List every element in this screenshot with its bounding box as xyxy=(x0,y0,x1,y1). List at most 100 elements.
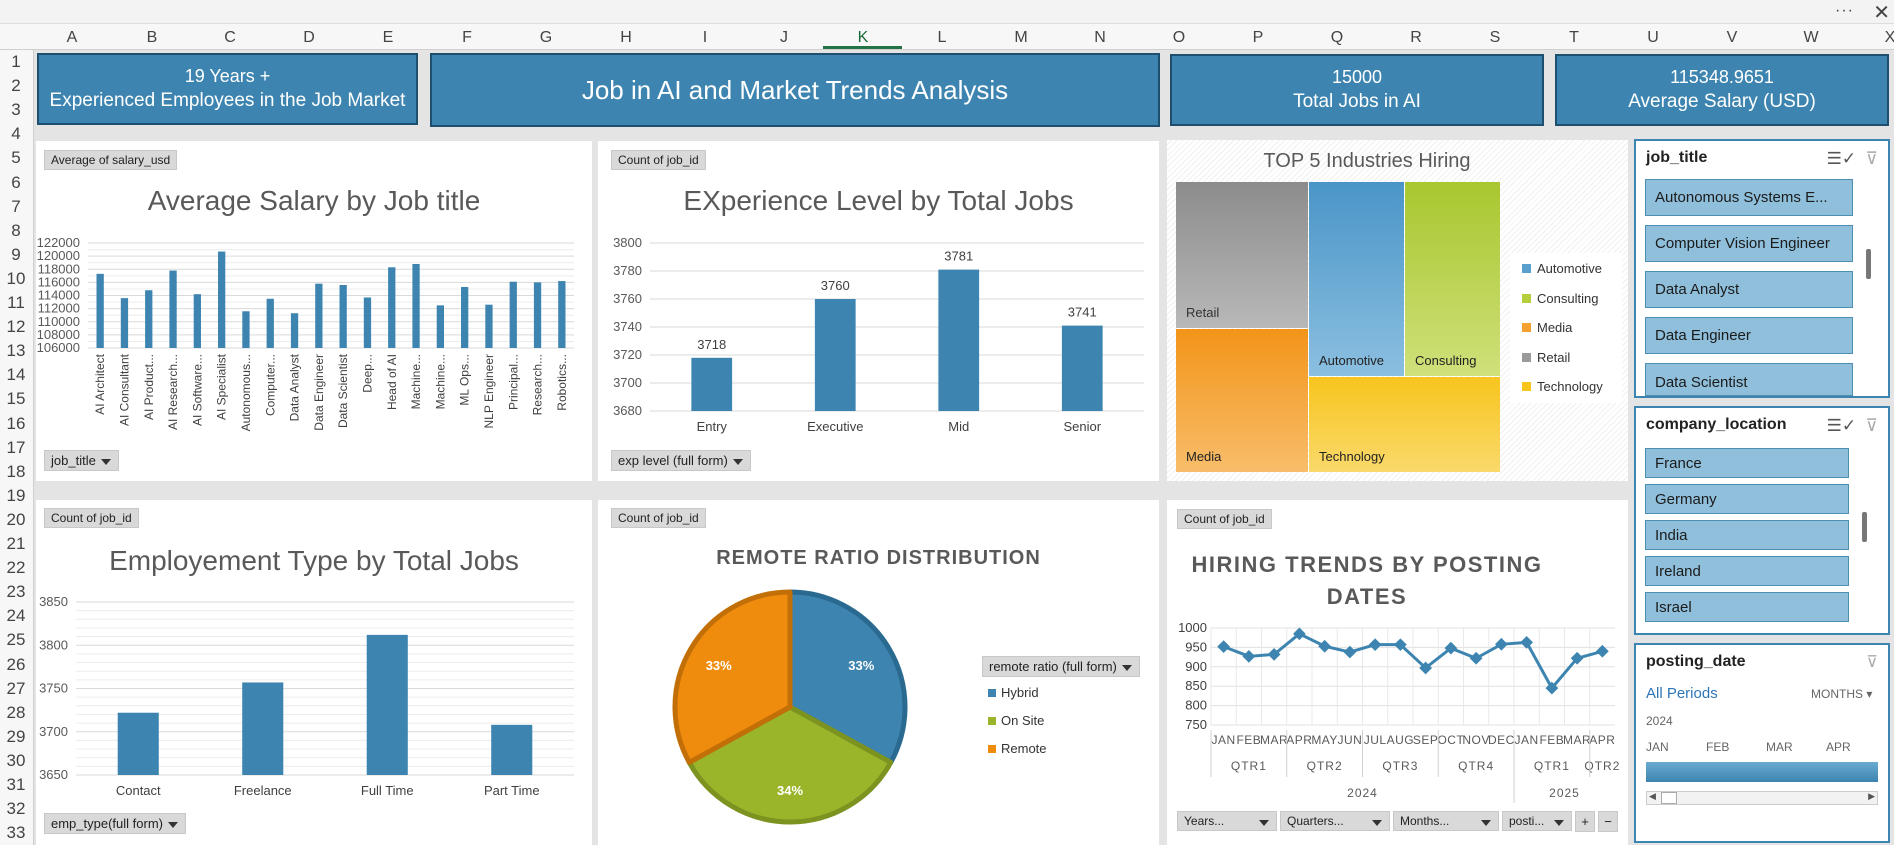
row-header-22[interactable]: 22 xyxy=(6,558,26,578)
months-button[interactable]: Months... xyxy=(1393,811,1499,831)
treemap-tile-retail[interactable]: Retail xyxy=(1176,182,1308,328)
slicer-item-location[interactable]: Ireland xyxy=(1645,556,1849,586)
slicer-item-job-title[interactable]: Data Scientist xyxy=(1645,363,1853,396)
column-header-g[interactable]: G xyxy=(539,29,553,46)
scroll-thumb[interactable] xyxy=(1661,792,1677,804)
column-header-b[interactable]: B xyxy=(146,29,158,46)
column-header-n[interactable]: N xyxy=(1094,29,1106,46)
column-header-t[interactable]: T xyxy=(1569,29,1579,46)
clear-filter-icon[interactable]: ⊽ xyxy=(1865,149,1878,168)
experience-field-button[interactable]: Count of job_id xyxy=(611,150,706,170)
quarters-button[interactable]: Quarters... xyxy=(1280,811,1390,831)
row-header-3[interactable]: 3 xyxy=(11,100,21,120)
scroll-left-icon[interactable]: ◀ xyxy=(1649,791,1656,801)
column-header-q[interactable]: Q xyxy=(1330,29,1344,46)
slicer-item-job-title[interactable]: Data Analyst xyxy=(1645,271,1853,308)
row-header-15[interactable]: 15 xyxy=(6,389,26,409)
salary-field-button[interactable]: Average of salary_usd xyxy=(44,150,178,170)
column-header-x[interactable]: X xyxy=(1884,29,1894,46)
remote-field-button[interactable]: Count of job_id xyxy=(611,508,706,528)
row-header-4[interactable]: 4 xyxy=(11,124,21,144)
clear-filter-icon[interactable]: ⊽ xyxy=(1865,416,1878,435)
emp-type-axis-button[interactable]: emp_type(full form) xyxy=(44,813,186,834)
job-title-slicer[interactable]: job_title ☰✓ ⊽ Autonomous Systems E... C… xyxy=(1634,139,1890,398)
row-header-8[interactable]: 8 xyxy=(11,220,21,240)
row-header-7[interactable]: 7 xyxy=(11,196,21,216)
row-header-20[interactable]: 20 xyxy=(6,509,26,529)
column-header-r[interactable]: R xyxy=(1410,29,1422,46)
column-header-l[interactable]: L xyxy=(937,29,947,46)
column-header-s[interactable]: S xyxy=(1489,29,1501,46)
slicer-item-job-title[interactable]: Autonomous Systems E... xyxy=(1645,179,1853,216)
more-options-icon[interactable]: ··· xyxy=(1835,2,1854,19)
row-header-6[interactable]: 6 xyxy=(11,172,21,192)
treemap-tile-media[interactable]: Media xyxy=(1176,329,1308,472)
timeline-bar[interactable] xyxy=(1646,762,1878,782)
column-header-w[interactable]: W xyxy=(1803,29,1819,46)
column-header-u[interactable]: U xyxy=(1647,29,1659,46)
row-header-31[interactable]: 31 xyxy=(6,775,26,794)
column-header-j[interactable]: J xyxy=(780,29,788,46)
location-slicer-scrollbar[interactable] xyxy=(1862,512,1867,542)
row-header-29[interactable]: 29 xyxy=(6,726,26,746)
column-header-d[interactable]: D xyxy=(303,29,315,46)
scroll-right-icon[interactable]: ▶ xyxy=(1868,791,1875,801)
employment-field-button[interactable]: Count of job_id xyxy=(44,508,139,528)
job-title-slicer-scrollbar[interactable] xyxy=(1866,249,1871,279)
column-header-i[interactable]: I xyxy=(702,29,708,46)
row-header-26[interactable]: 26 xyxy=(6,654,26,674)
row-header-25[interactable]: 25 xyxy=(6,630,26,650)
column-header-v[interactable]: V xyxy=(1726,29,1738,46)
slicer-item-location[interactable]: Germany xyxy=(1645,484,1849,514)
row-header-32[interactable]: 32 xyxy=(6,799,26,819)
timeline-unit-select[interactable]: MONTHS ▾ xyxy=(1811,687,1872,701)
row-header-12[interactable]: 12 xyxy=(6,317,26,337)
row-header-24[interactable]: 24 xyxy=(6,606,26,626)
row-header-11[interactable]: 11 xyxy=(7,293,25,312)
row-header-13[interactable]: 13 xyxy=(6,341,26,361)
row-header-33[interactable]: 33 xyxy=(6,823,26,843)
remote-ratio-legend-button[interactable]: remote ratio (full form) xyxy=(982,656,1140,677)
employment-chart-panel[interactable]: Count of job_id Employement Type by Tota… xyxy=(36,500,592,845)
row-header-23[interactable]: 23 xyxy=(6,582,26,602)
column-header-p[interactable]: P xyxy=(1252,29,1264,46)
column-header-a[interactable]: A xyxy=(66,29,78,46)
row-header-18[interactable]: 18 xyxy=(6,461,26,481)
clear-filter-icon[interactable]: ⊽ xyxy=(1866,654,1878,671)
row-header-28[interactable]: 28 xyxy=(6,702,26,722)
column-header-f[interactable]: F xyxy=(462,29,472,46)
row-header-5[interactable]: 5 xyxy=(11,148,21,168)
posting-date-button[interactable]: posti... xyxy=(1502,811,1572,831)
row-header-27[interactable]: 27 xyxy=(6,678,26,698)
multi-select-icon[interactable]: ☰✓ xyxy=(1826,416,1857,435)
row-header-21[interactable]: 21 xyxy=(6,534,26,553)
slicer-item-location[interactable]: France xyxy=(1645,448,1849,478)
row-header-14[interactable]: 14 xyxy=(6,365,26,385)
column-header-m[interactable]: M xyxy=(1014,29,1028,46)
treemap-tile-automotive[interactable]: Automotive xyxy=(1309,182,1404,376)
row-header-2[interactable]: 2 xyxy=(11,76,21,96)
column-header-c[interactable]: C xyxy=(224,29,236,46)
column-header-h[interactable]: H xyxy=(620,29,632,46)
row-header-16[interactable]: 16 xyxy=(6,413,26,433)
trend-chart-panel[interactable]: Count of job_id HIRING TRENDS BY POSTING… xyxy=(1167,500,1628,845)
column-header-k[interactable]: K xyxy=(857,29,869,46)
row-header-1[interactable]: 1 xyxy=(11,52,21,71)
company-location-slicer[interactable]: company_location ☰✓ ⊽ France Germany Ind… xyxy=(1634,406,1890,635)
row-header-30[interactable]: 30 xyxy=(6,750,26,770)
slicer-item-job-title[interactable]: Data Engineer xyxy=(1645,317,1853,354)
industries-chart-panel[interactable]: TOP 5 Industries Hiring Retail Automotiv… xyxy=(1167,140,1628,481)
trend-field-button[interactable]: Count of job_id xyxy=(1177,509,1272,529)
exp-level-axis-button[interactable]: exp level (full form) xyxy=(611,450,751,471)
row-header-10[interactable]: 10 xyxy=(6,268,26,288)
column-header-e[interactable]: E xyxy=(382,29,394,46)
column-header-o[interactable]: O xyxy=(1172,29,1186,46)
treemap-tile-technology[interactable]: Technology xyxy=(1309,377,1500,472)
treemap-tile-consulting[interactable]: Consulting xyxy=(1405,182,1500,376)
row-header-19[interactable]: 19 xyxy=(6,485,26,505)
slicer-item-location[interactable]: India xyxy=(1645,520,1849,550)
row-header-17[interactable]: 17 xyxy=(6,437,26,457)
years-button[interactable]: Years... xyxy=(1177,811,1277,831)
multi-select-icon[interactable]: ☰✓ xyxy=(1826,149,1857,168)
timeline-scrollbar[interactable]: ◀ ▶ xyxy=(1646,791,1878,805)
